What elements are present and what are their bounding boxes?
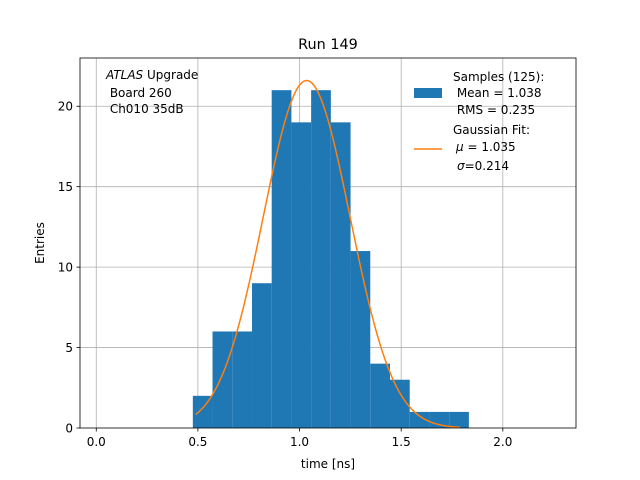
chart-title: Run 149 xyxy=(298,37,358,53)
legend-fit-sigma: σ=0.214 xyxy=(457,159,509,173)
legend-mu-value: = 1.035 xyxy=(464,140,516,154)
annotation-atlas-italic: ATLAS xyxy=(105,68,144,82)
histogram-bar xyxy=(271,90,292,428)
gaussian-fit-curve xyxy=(195,79,461,429)
annotation-line-2: Board 260 xyxy=(106,86,172,100)
y-axis-label: Entries xyxy=(33,222,47,264)
x-axis-ticks: 0.0 0.5 1.0 1.5 2.0 xyxy=(87,428,512,449)
y-tick-label: 5 xyxy=(65,341,73,355)
histogram-bar xyxy=(390,379,410,428)
legend-samples-line-3: RMS = 0.235 xyxy=(453,103,535,117)
x-tick-label: 1.5 xyxy=(392,435,411,449)
histogram-bar xyxy=(449,411,469,428)
legend-fit-line-1: Gaussian Fit: xyxy=(453,123,530,137)
legend-fit-mu: μ = 1.035 xyxy=(455,140,516,154)
x-axis-label: time [ns] xyxy=(301,457,355,471)
histogram-bar xyxy=(251,283,272,428)
legend-samples-line-2: Mean = 1.038 xyxy=(453,86,542,100)
histogram-bars xyxy=(192,90,469,428)
annotation-line-3: Ch010 35dB xyxy=(106,102,184,116)
histogram-bar xyxy=(350,251,371,428)
histogram-bar xyxy=(370,363,390,428)
histogram-bar xyxy=(232,331,252,428)
annotation-upgrade: Upgrade xyxy=(143,68,198,82)
legend: Samples (125): Mean = 1.038 RMS = 0.235 … xyxy=(414,70,544,173)
legend-sigma-value: =0.214 xyxy=(465,159,509,173)
histogram-bar xyxy=(212,331,233,428)
y-tick-label: 0 xyxy=(65,421,73,435)
plot-frame xyxy=(79,57,577,429)
legend-sigma-symbol: σ xyxy=(457,159,465,173)
x-tick-label: 1.0 xyxy=(290,435,309,449)
legend-mu-symbol: μ xyxy=(455,140,464,154)
y-tick-label: 20 xyxy=(58,100,73,114)
histogram-bar xyxy=(192,395,213,428)
atlas-annotation: ATLAS Upgrade Board 260 Ch010 35dB xyxy=(105,68,198,116)
y-tick-label: 10 xyxy=(58,260,73,274)
plot-area xyxy=(79,57,577,429)
y-tick-label: 15 xyxy=(58,180,73,194)
histogram-bar xyxy=(330,122,351,428)
histogram-bar xyxy=(291,122,312,428)
legend-samples-line-1: Samples (125): xyxy=(453,70,544,84)
legend-histogram-patch xyxy=(414,88,442,98)
annotation-line-1: ATLAS Upgrade xyxy=(105,68,198,82)
histogram-bar xyxy=(311,90,331,428)
y-axis-ticks: 0 5 10 15 20 xyxy=(58,100,80,435)
x-tick-label: 2.0 xyxy=(493,435,512,449)
x-tick-label: 0.5 xyxy=(188,435,207,449)
x-tick-label: 0.0 xyxy=(87,435,106,449)
histogram-bar xyxy=(409,411,430,428)
